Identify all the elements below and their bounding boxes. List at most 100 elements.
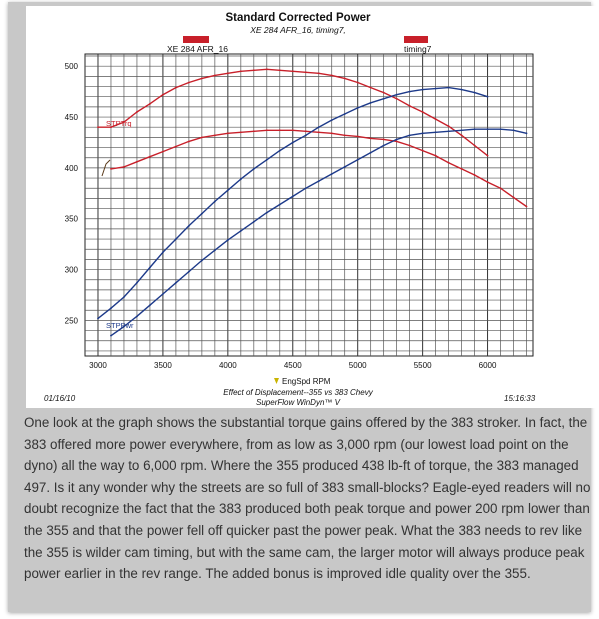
x-axis-label: EngSpd RPM: [282, 377, 331, 386]
x-tick-label: 4500: [284, 361, 302, 370]
chart-time: 15:16:33: [504, 394, 536, 403]
data-point: [473, 174, 476, 176]
data-point: [252, 130, 255, 133]
data-point: [162, 150, 164, 153]
chart-subtitle: XE 284 AFR_16, timing7,: [249, 25, 346, 35]
data-point: [460, 129, 463, 132]
chart-date: 01/16/10: [44, 394, 76, 403]
data-point: [525, 205, 528, 208]
data-point: [395, 93, 398, 96]
data-point: [110, 168, 112, 170]
chart-svg: Standard Corrected Power XE 284 AFR_16, …: [44, 12, 536, 407]
power-curve-label: STPPwr: [106, 321, 134, 330]
data-point: [200, 77, 203, 80]
data-point: [499, 128, 502, 131]
data-point: [460, 134, 463, 137]
data-point: [421, 149, 424, 152]
data-point: [369, 151, 372, 154]
data-point: [512, 129, 515, 132]
data-point: [330, 74, 333, 77]
data-point: [317, 131, 320, 134]
data-point: [123, 165, 125, 168]
data-point: [473, 128, 476, 131]
data-point: [291, 141, 294, 144]
data-point: [278, 129, 281, 132]
data-point: [460, 88, 463, 91]
data-point: [343, 113, 346, 115]
data-point: [149, 155, 151, 158]
data-point: [265, 211, 268, 214]
data-point: [395, 138, 398, 141]
y-tick-label: 500: [65, 62, 79, 71]
data-point: [317, 180, 320, 183]
data-point: [187, 140, 190, 143]
data-point: [330, 132, 333, 135]
data-point: [265, 129, 268, 132]
figure-frame: Standard Corrected Power XE 284 AFR_16, …: [8, 2, 596, 612]
data-point: [486, 95, 489, 98]
data-point: [226, 189, 229, 192]
data-point: [317, 126, 320, 129]
x-tick-label: 5000: [349, 361, 367, 370]
y-tick-label: 450: [65, 113, 79, 122]
data-point: [460, 168, 463, 170]
data-point: [149, 102, 151, 105]
x-tick-label: 3000: [89, 361, 107, 370]
data-point: [213, 249, 216, 252]
data-point: [304, 130, 307, 133]
data-point: [291, 195, 294, 198]
data-point: [162, 293, 164, 295]
y-tick-label: 400: [65, 164, 79, 173]
data-point: [162, 93, 164, 96]
y-tick-label: 250: [65, 316, 79, 325]
legend-left-label: XE 284 AFR_16: [167, 44, 228, 54]
data-point: [213, 200, 216, 203]
torque-curve-label: STPTrq: [106, 119, 132, 128]
data-point: [239, 131, 242, 134]
data-point: [123, 296, 125, 298]
data-point: [343, 134, 346, 137]
data-point: [136, 111, 138, 113]
data-point: [356, 135, 359, 138]
x-tick-label: 4000: [219, 361, 237, 370]
legend-right-label: timing7: [404, 44, 432, 54]
data-point: [382, 97, 385, 100]
data-point: [369, 101, 372, 104]
data-point: [149, 304, 151, 307]
data-point: [330, 119, 333, 121]
data-point: [291, 129, 294, 132]
data-point: [252, 69, 255, 72]
data-point: [343, 165, 346, 168]
data-point: [447, 130, 450, 133]
data-point: [200, 136, 203, 139]
data-point: [486, 128, 489, 131]
data-point: [226, 239, 229, 241]
data-point: [291, 70, 294, 73]
legend-left-swatch: [183, 36, 209, 43]
data-point: [395, 140, 398, 143]
data-point: [136, 160, 138, 163]
data-point: [213, 134, 216, 137]
data-point: [473, 144, 476, 147]
data-point: [278, 203, 281, 206]
data-point: [239, 178, 242, 180]
data-point: [174, 145, 177, 148]
pen-mark: [101, 159, 111, 177]
data-point: [317, 72, 320, 75]
data-point: [110, 334, 112, 337]
data-point: [434, 118, 437, 120]
plot-area: [84, 53, 534, 357]
data-point: [434, 154, 437, 157]
data-point: [343, 77, 346, 80]
x-tick-labels: 3000 3500 4000 4500 5000 5500 6000: [89, 361, 497, 370]
data-point: [447, 86, 450, 89]
footer-line-1: Effect of Displacement--355 vs 383 Chevy: [223, 388, 373, 397]
data-point: [239, 70, 242, 73]
data-point: [486, 154, 489, 157]
data-point: [226, 132, 229, 135]
data-point: [382, 91, 385, 94]
footer-line-2: SuperFlow WinDyn™ V: [256, 398, 341, 407]
data-point: [447, 161, 450, 164]
data-point: [239, 230, 242, 232]
dyno-chart: Standard Corrected Power XE 284 AFR_16, …: [26, 6, 596, 408]
